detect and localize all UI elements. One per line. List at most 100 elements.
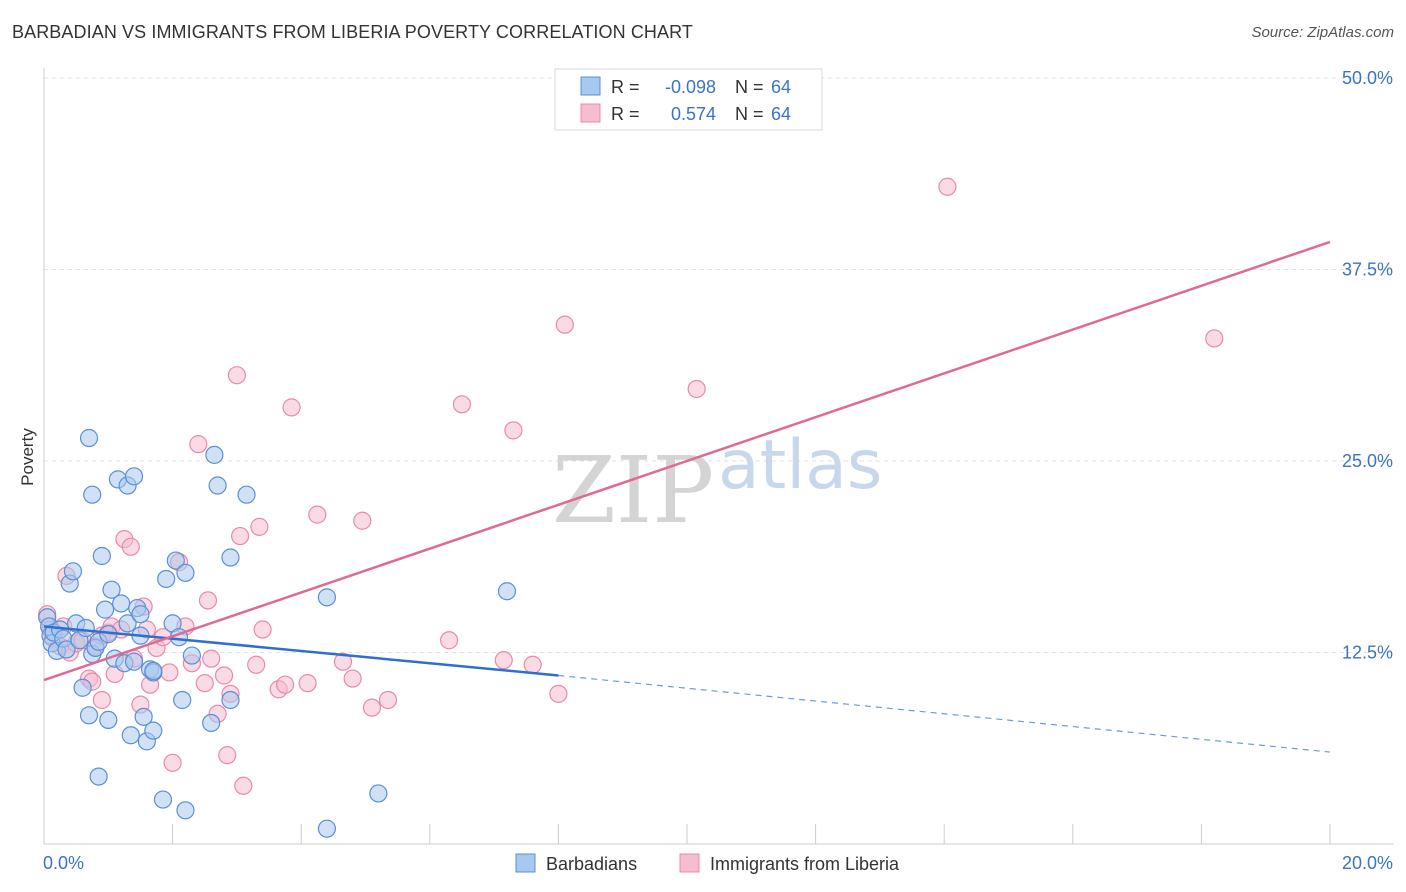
- barbadians-point-26: [102, 580, 121, 599]
- y-tick-label-0: 12.5%: [1342, 643, 1393, 663]
- barbadians-point-19: [79, 428, 99, 448]
- barbadians-point-29: [112, 594, 131, 613]
- liberia-point-64: [555, 315, 574, 334]
- barbadians-point-51: [176, 563, 195, 582]
- y-tick-labels: 12.5% 25.0% 37.5% 50.0%: [1342, 68, 1393, 663]
- legend-bottom-label-barbadians: Barbadians: [546, 854, 637, 874]
- barbadians-point-63: [144, 661, 163, 680]
- barbadians-point-10: [63, 562, 83, 581]
- liberia-point-54: [362, 698, 382, 717]
- liberia-point-40: [227, 366, 246, 385]
- trend-line-liberia: [43, 240, 1331, 682]
- barbadians-point-58: [237, 485, 256, 504]
- liberia-point-33: [195, 674, 214, 693]
- liberia-point-65: [1205, 329, 1224, 348]
- liberia-point-44: [250, 517, 269, 536]
- barbadians-point-54: [205, 445, 224, 464]
- chart-source: Source: ZipAtlas.com: [1251, 24, 1394, 41]
- grid-lines: [44, 77, 1394, 653]
- barbadians-point-49: [173, 690, 192, 710]
- liberia-point-32: [189, 435, 208, 454]
- liberia-point-42: [234, 776, 253, 795]
- legend-swatch-pink: [580, 103, 601, 123]
- barbadians-point-13: [73, 678, 92, 697]
- barbadians-point-59: [317, 588, 337, 607]
- liberia-point-43: [247, 655, 266, 674]
- barbadians-point-56: [221, 690, 240, 710]
- legend-correlation: R = -0.098 N = 64 R = 0.574 N = 64: [554, 68, 823, 131]
- barbadians-point-61: [369, 784, 388, 803]
- barbadians-point-57: [221, 548, 240, 567]
- legend-r-label-2: R =: [611, 104, 640, 124]
- liberia-point-53: [353, 511, 372, 530]
- series-barbadians-points: [38, 428, 517, 838]
- liberia-point-27: [160, 663, 179, 682]
- barbadians-point-55: [208, 476, 227, 495]
- barbadians-point-44: [153, 790, 173, 809]
- legend-swatch-blue: [580, 76, 601, 96]
- barbadians-point-22: [92, 546, 111, 566]
- liberia-point-58: [494, 651, 513, 670]
- barbadians-point-33: [121, 726, 140, 745]
- watermark-zip: ZIP: [552, 437, 714, 544]
- liberia-point-56: [439, 631, 459, 650]
- liberia-point-13: [92, 690, 111, 710]
- legend-n-value-2: 64: [771, 104, 791, 124]
- barbadians-point-14: [76, 618, 95, 638]
- liberia-point-41: [231, 526, 250, 546]
- barbadians-point-52: [182, 646, 201, 665]
- liberia-point-47: [276, 675, 295, 694]
- legend-r-value-2: 0.574: [671, 104, 716, 124]
- trend-lines: [43, 240, 1331, 753]
- barbadians-point-53: [202, 713, 221, 733]
- barbadians-point-20: [83, 485, 102, 504]
- barbadians-point-34: [124, 652, 144, 671]
- liberia-point-59: [504, 421, 523, 440]
- legend-series: Barbadians Immigrants from Liberia: [515, 853, 900, 874]
- y-tick-label-2: 37.5%: [1342, 260, 1393, 280]
- legend-bottom-swatch-pink: [679, 853, 700, 873]
- watermark-atlas: atlas: [718, 426, 882, 505]
- liberia-point-57: [452, 395, 472, 414]
- barbadians-point-39: [134, 707, 153, 726]
- legend-r-label-1: R =: [611, 77, 640, 97]
- trend-line-barbadians: [43, 625, 559, 677]
- legend-n-value-1: 64: [771, 77, 791, 97]
- liberia-point-38: [218, 746, 237, 765]
- barbadians-point-45: [157, 569, 176, 589]
- barbadians-point-21: [89, 767, 108, 786]
- y-tick-label-1: 25.0%: [1342, 451, 1393, 471]
- legend-n-label-1: N =: [735, 77, 764, 97]
- liberia-point-35: [202, 649, 221, 668]
- liberia-point-45: [253, 620, 272, 639]
- liberia-point-34: [198, 591, 218, 610]
- x-tick-label-max: 20.0%: [1342, 853, 1393, 873]
- liberia-point-60: [523, 655, 542, 674]
- watermark: ZIP atlas: [552, 426, 882, 544]
- barbadians-point-37: [131, 605, 150, 624]
- liberia-point-61: [549, 684, 568, 703]
- liberia-point-49: [298, 674, 317, 693]
- axes: [43, 68, 1394, 845]
- barbadians-point-8: [57, 640, 76, 659]
- barbadians-point-32: [118, 614, 137, 633]
- liberia-point-52: [343, 669, 362, 688]
- liberia-point-50: [308, 505, 327, 524]
- liberia-point-19: [121, 537, 140, 556]
- barbadians-point-15: [79, 706, 99, 725]
- chart-title: BARBADIAN VS IMMIGRANTS FROM LIBERIA POV…: [12, 22, 693, 42]
- legend-bottom-label-liberia: Immigrants from Liberia: [710, 854, 900, 874]
- barbadians-point-62: [497, 582, 517, 601]
- legend-bottom-swatch-blue: [515, 853, 536, 873]
- liberia-point-48: [282, 398, 301, 417]
- barbadians-point-50: [176, 801, 195, 820]
- liberia-point-62: [687, 379, 706, 399]
- barbadians-point-43: [144, 721, 163, 740]
- legend-r-value-1: -0.098: [665, 77, 716, 97]
- trend-line-barbadians-extension: [558, 674, 1331, 753]
- barbadians-point-35: [124, 467, 144, 486]
- barbadians-point-47: [166, 551, 185, 570]
- barbadians-point-25: [99, 710, 118, 730]
- x-tick-label-min: 0.0%: [43, 853, 84, 873]
